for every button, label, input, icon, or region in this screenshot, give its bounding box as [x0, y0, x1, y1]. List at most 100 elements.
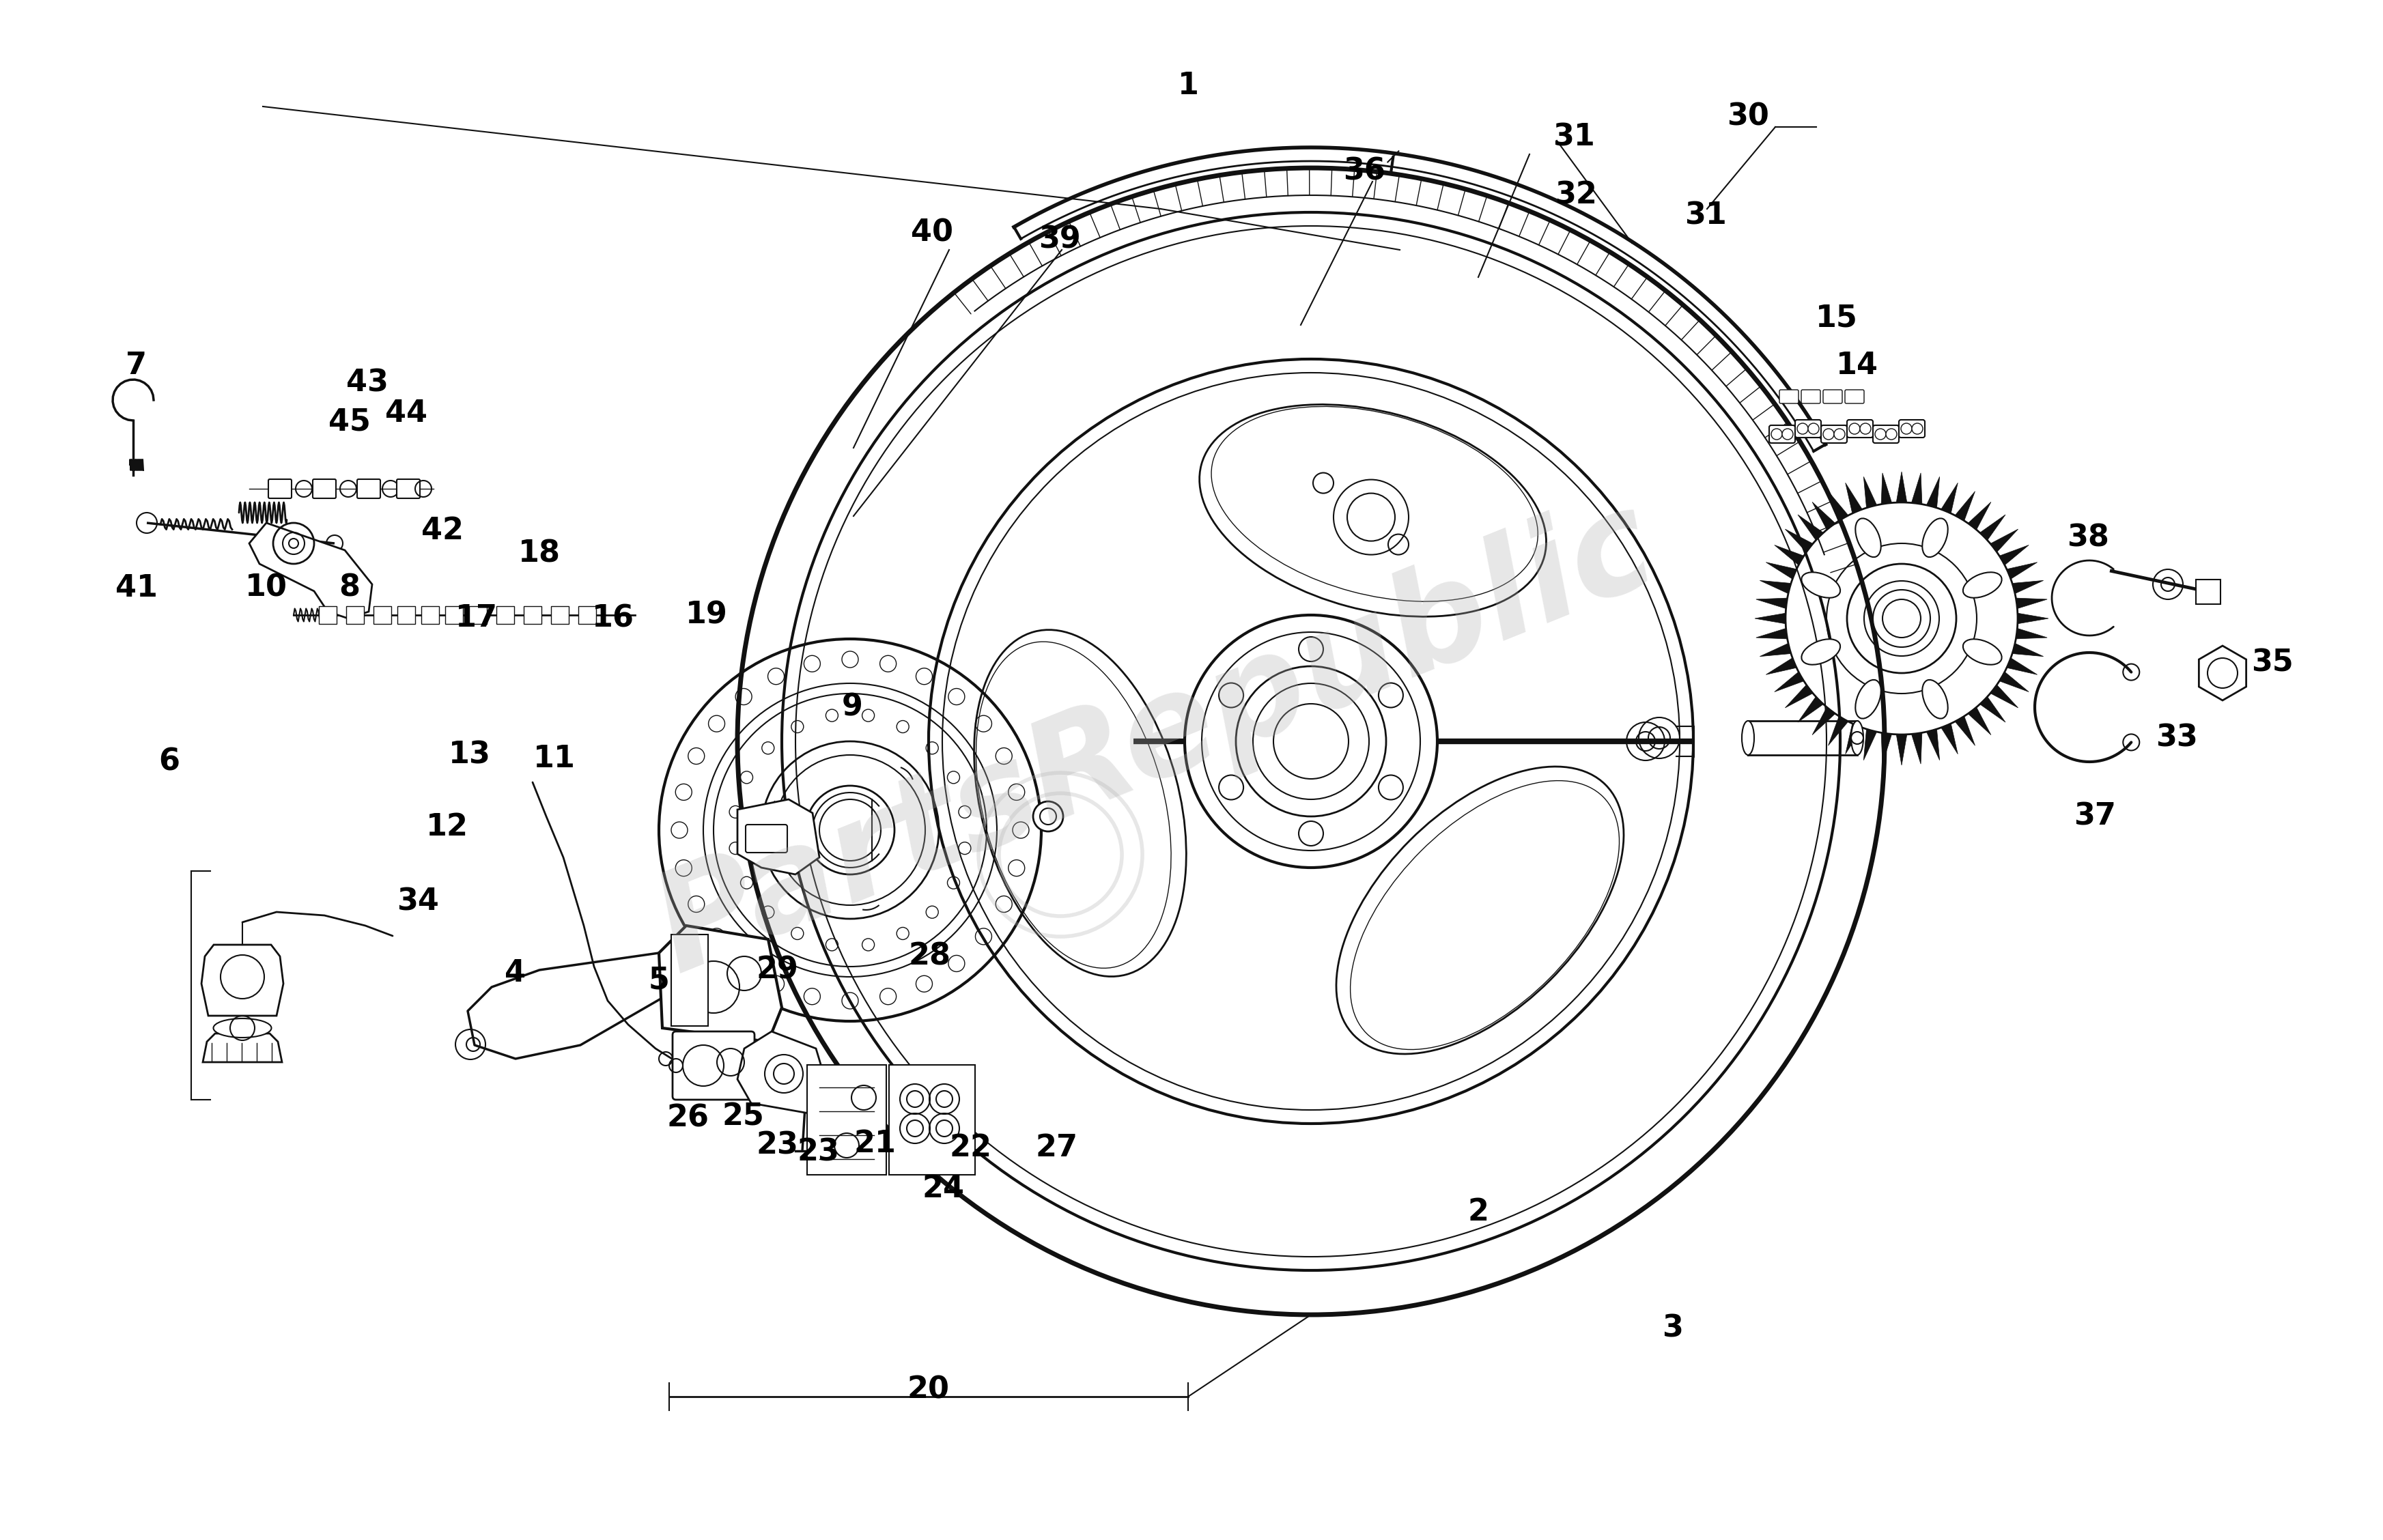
- FancyBboxPatch shape: [422, 607, 438, 624]
- Polygon shape: [250, 524, 372, 619]
- Text: 13: 13: [448, 741, 491, 770]
- FancyBboxPatch shape: [1873, 425, 1899, 444]
- Polygon shape: [1811, 707, 1835, 735]
- Polygon shape: [1999, 671, 2028, 691]
- Polygon shape: [1756, 598, 1787, 608]
- Circle shape: [1902, 424, 1911, 434]
- Polygon shape: [2011, 644, 2042, 656]
- Polygon shape: [1925, 477, 1940, 508]
- Circle shape: [1809, 424, 1818, 434]
- Polygon shape: [2011, 581, 2042, 593]
- Circle shape: [1835, 428, 1844, 439]
- Polygon shape: [1942, 484, 1959, 513]
- FancyBboxPatch shape: [374, 607, 391, 624]
- Polygon shape: [1980, 514, 2006, 541]
- Polygon shape: [1999, 545, 2028, 565]
- Text: 14: 14: [1835, 351, 1878, 380]
- Circle shape: [1797, 424, 1809, 434]
- Ellipse shape: [1852, 721, 1864, 755]
- Text: 7: 7: [126, 351, 148, 380]
- FancyBboxPatch shape: [889, 1064, 975, 1175]
- Polygon shape: [1797, 514, 1823, 541]
- Text: 30: 30: [1728, 102, 1768, 131]
- Circle shape: [1885, 428, 1897, 439]
- Ellipse shape: [1856, 679, 1880, 719]
- Text: 31: 31: [1685, 202, 1728, 231]
- Polygon shape: [1785, 530, 1813, 553]
- Text: 18: 18: [517, 539, 560, 568]
- Ellipse shape: [1923, 679, 1947, 719]
- Polygon shape: [1811, 502, 1835, 530]
- FancyBboxPatch shape: [1768, 425, 1794, 444]
- Circle shape: [1782, 428, 1792, 439]
- Text: 3: 3: [1663, 1314, 1682, 1343]
- Text: 45: 45: [329, 407, 372, 436]
- Polygon shape: [2006, 658, 2037, 675]
- FancyBboxPatch shape: [1844, 390, 1864, 403]
- Text: 16: 16: [591, 604, 634, 633]
- Text: 29: 29: [755, 955, 798, 984]
- Polygon shape: [1911, 733, 1923, 764]
- Polygon shape: [1880, 473, 1892, 504]
- Circle shape: [1873, 590, 1930, 647]
- Polygon shape: [660, 926, 782, 1041]
- Text: 15: 15: [1816, 303, 1859, 333]
- Text: 44: 44: [386, 399, 427, 428]
- Polygon shape: [1754, 613, 1785, 624]
- FancyBboxPatch shape: [269, 479, 291, 499]
- Text: 8: 8: [338, 573, 360, 602]
- FancyBboxPatch shape: [319, 607, 336, 624]
- Polygon shape: [1980, 696, 2006, 722]
- Polygon shape: [1828, 491, 1849, 521]
- FancyBboxPatch shape: [1802, 390, 1821, 403]
- Text: 33: 33: [2157, 724, 2197, 753]
- FancyBboxPatch shape: [312, 479, 336, 499]
- Text: 24: 24: [922, 1173, 965, 1203]
- Text: 37: 37: [2073, 802, 2116, 832]
- Polygon shape: [1968, 502, 1990, 530]
- Polygon shape: [1797, 696, 1823, 722]
- Polygon shape: [1864, 477, 1878, 508]
- FancyBboxPatch shape: [1821, 425, 1847, 444]
- Text: 2: 2: [1468, 1198, 1489, 1227]
- Polygon shape: [1844, 484, 1861, 513]
- FancyBboxPatch shape: [446, 607, 462, 624]
- Text: 40: 40: [910, 219, 953, 248]
- FancyBboxPatch shape: [1823, 390, 1842, 403]
- FancyBboxPatch shape: [579, 607, 596, 624]
- Text: 20: 20: [908, 1375, 951, 1404]
- Polygon shape: [1990, 685, 2018, 708]
- FancyBboxPatch shape: [469, 607, 486, 624]
- Text: 9: 9: [841, 693, 863, 722]
- Text: 12: 12: [427, 812, 469, 841]
- Polygon shape: [1925, 728, 1940, 761]
- Text: PartsRepublic: PartsRepublic: [639, 479, 1673, 999]
- Circle shape: [1771, 428, 1782, 439]
- FancyBboxPatch shape: [1794, 420, 1821, 437]
- Polygon shape: [1775, 545, 1804, 565]
- Polygon shape: [1954, 716, 1976, 745]
- Ellipse shape: [1856, 519, 1880, 557]
- Text: 17: 17: [455, 604, 498, 633]
- Ellipse shape: [1742, 721, 1754, 755]
- Circle shape: [1823, 428, 1835, 439]
- Text: 4: 4: [505, 959, 527, 989]
- Text: 32: 32: [1554, 180, 1597, 209]
- Polygon shape: [1942, 724, 1959, 755]
- Text: 19: 19: [686, 601, 727, 630]
- Text: 36: 36: [1344, 157, 1385, 186]
- Circle shape: [1034, 801, 1063, 832]
- Text: 26: 26: [667, 1104, 710, 1133]
- Circle shape: [1849, 424, 1861, 434]
- Polygon shape: [1759, 644, 1792, 656]
- FancyBboxPatch shape: [496, 607, 515, 624]
- Text: 1: 1: [1177, 71, 1199, 100]
- Polygon shape: [1785, 685, 1813, 708]
- Polygon shape: [2200, 645, 2247, 701]
- Text: 42: 42: [422, 516, 465, 545]
- Text: 38: 38: [2066, 524, 2109, 553]
- Polygon shape: [1756, 628, 1787, 639]
- FancyBboxPatch shape: [396, 479, 419, 499]
- Polygon shape: [1990, 530, 2018, 553]
- Polygon shape: [1968, 707, 1990, 735]
